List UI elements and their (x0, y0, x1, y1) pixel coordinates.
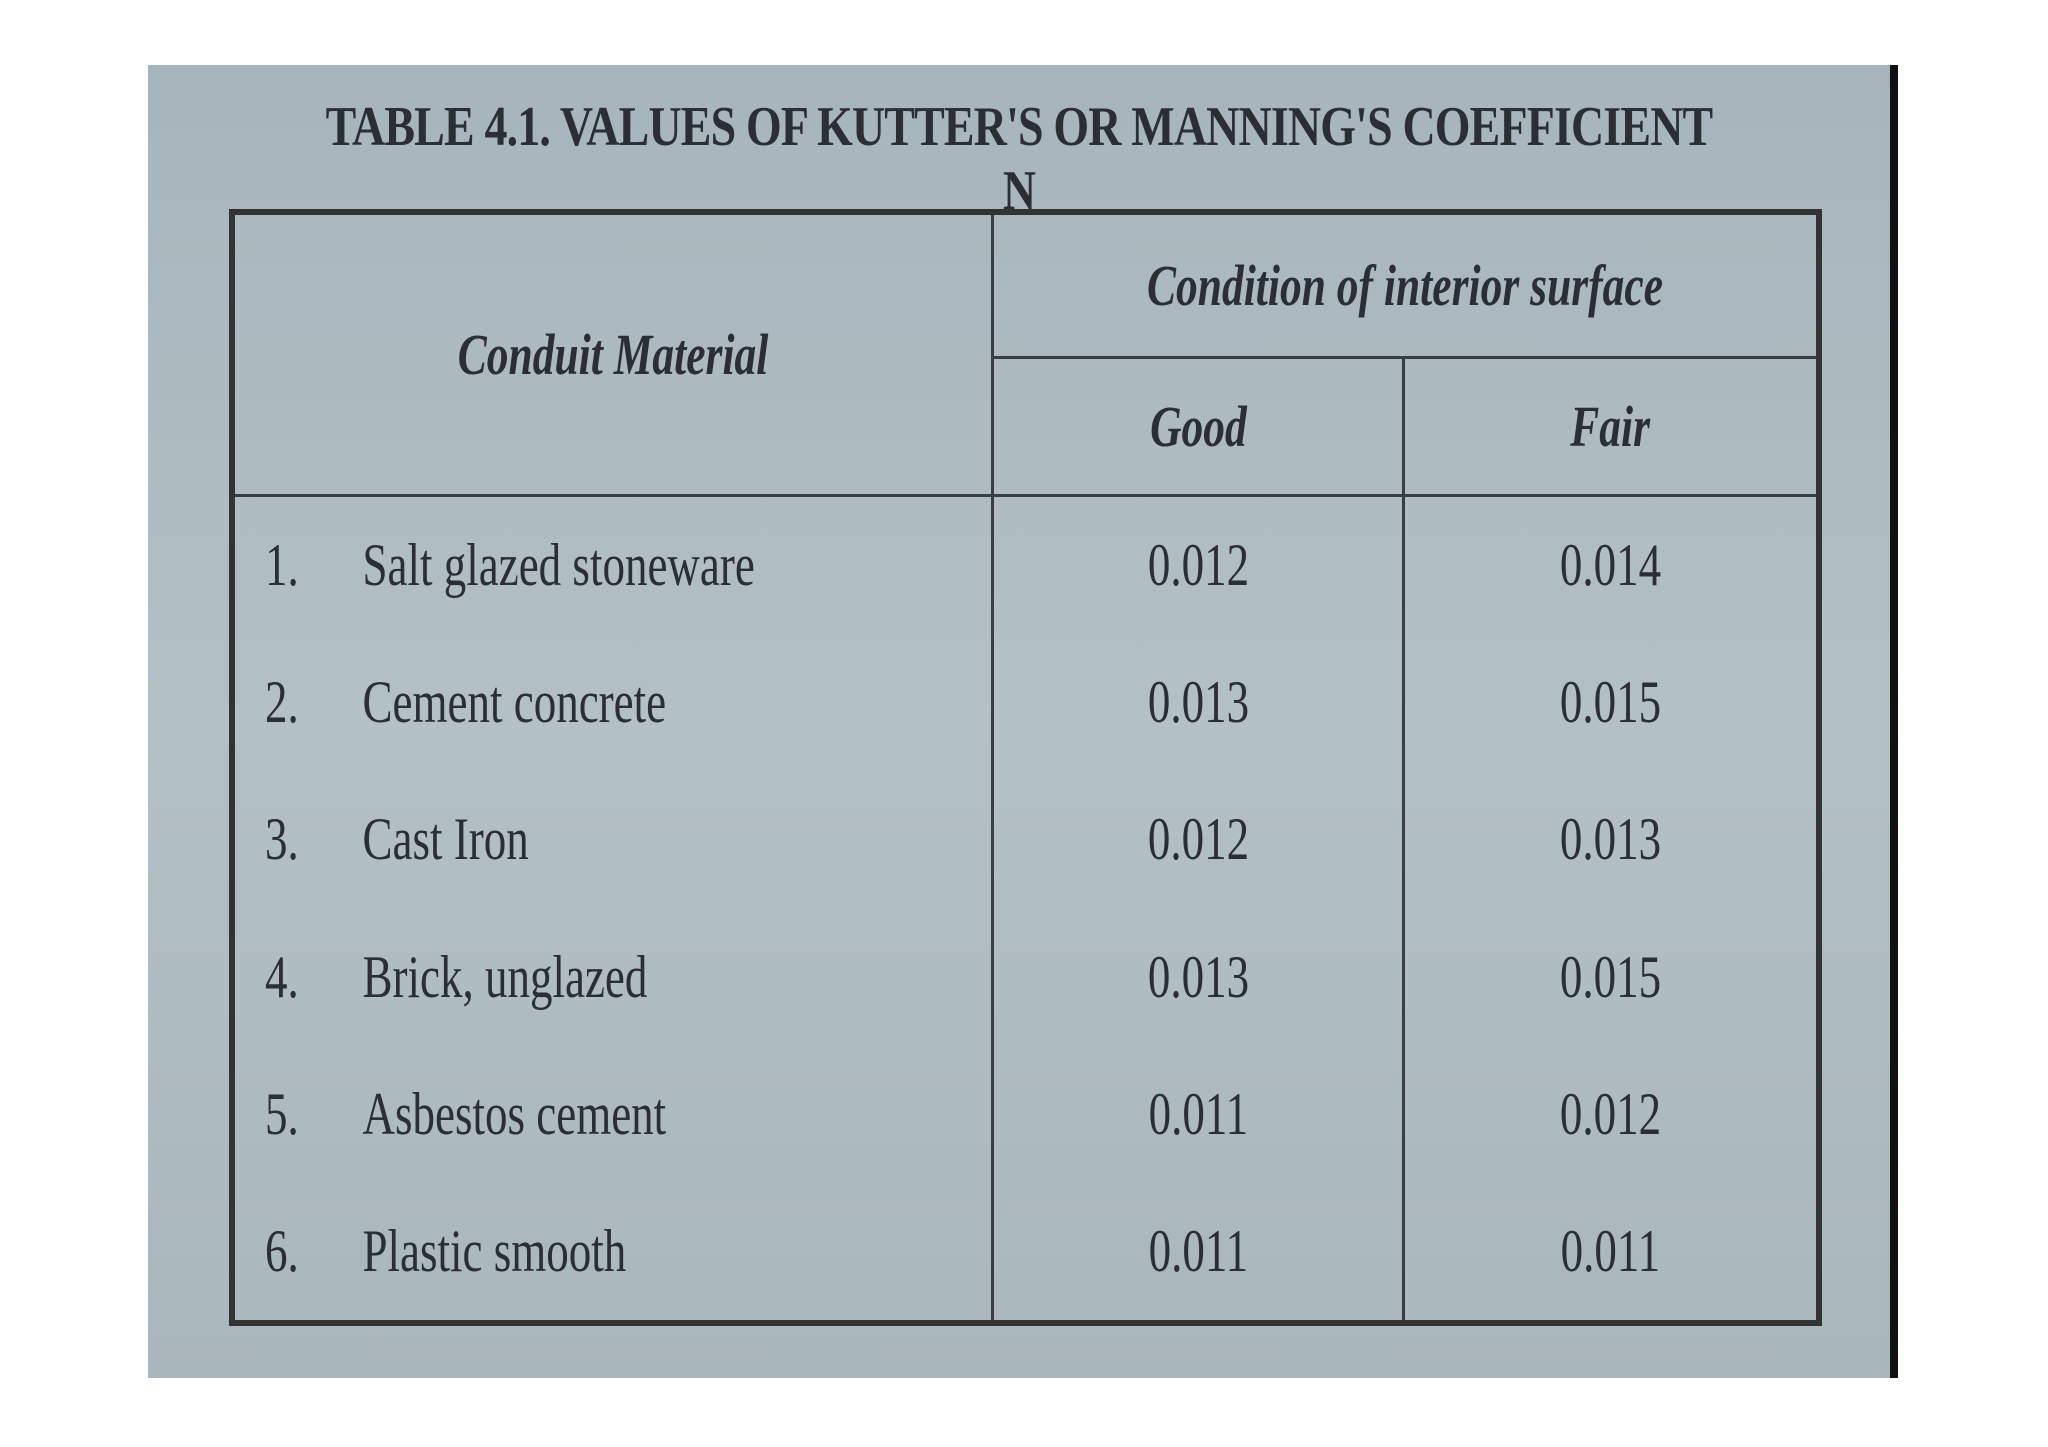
table-row: 1. Salt glazed stoneware 0.012 0.014 (230, 495, 1821, 635)
material-wrap: 4. Brick, unglazed (235, 943, 647, 1012)
table-body: 1. Salt glazed stoneware 0.012 0.014 2. Cemen… (230, 495, 1821, 1323)
good-cell: 0.013 (991, 908, 1405, 1046)
material-wrap: 2. Cement concrete (235, 668, 666, 737)
photo: TABLE 4.1. VALUES OF KUTTER'S OR MANNING… (148, 65, 1898, 1378)
material-cell: 1. Salt glazed stoneware (230, 495, 994, 635)
header-cell: Condition of interior surface (991, 210, 1821, 359)
material-wrap: 3. Cast Iron (235, 805, 529, 874)
fair-cell: 0.012 (1402, 1045, 1821, 1183)
good-cell: 0.011 (991, 1045, 1405, 1183)
coefficient: 0.015 (1559, 669, 1662, 736)
coefficient: 0.013 (1559, 806, 1662, 873)
header-text: Good (1149, 393, 1247, 459)
material-cell: 6. Plastic smooth (230, 1182, 994, 1323)
row-number: 3. (265, 806, 299, 873)
coefficient: 0.011 (1148, 1217, 1248, 1284)
header-row: Good Fair (232, 355, 1821, 497)
material-cell: 5. Asbestos cement (230, 1045, 994, 1183)
row-number: 5. (265, 1080, 299, 1147)
coefficient-table: Conduit Material Condition of interior s… (229, 209, 1822, 1326)
material-wrap: 6. Plastic smooth (235, 1217, 626, 1286)
fair-cell: 0.015 (1402, 908, 1821, 1046)
table-row: 6. Plastic smooth 0.011 0.011 (230, 1182, 1821, 1323)
good-cell: 0.012 (991, 495, 1405, 635)
fair-cell: 0.013 (1402, 771, 1821, 909)
header-text: Conduit Material (457, 321, 769, 387)
material-wrap: 5. Asbestos cement (235, 1080, 666, 1149)
coefficient: 0.015 (1559, 943, 1662, 1010)
material-wrap: 1. Salt glazed stoneware (235, 531, 755, 600)
good-cell: 0.012 (991, 771, 1405, 909)
header-row: Conduit Material Condition of interior s… (230, 210, 1821, 497)
coefficient: 0.012 (1147, 806, 1249, 873)
material-cell: 2. Cement concrete (230, 634, 994, 772)
header-text: Condition of interior surface (1146, 252, 1664, 318)
material-name: Plastic smooth (362, 1217, 627, 1284)
row-number: 2. (265, 669, 299, 736)
coefficient: 0.011 (1148, 1080, 1248, 1147)
fair-cell: 0.011 (1402, 1182, 1821, 1323)
table-row: 5. Asbestos cement 0.011 0.012 (230, 1045, 1821, 1183)
coefficient: 0.011 (1560, 1217, 1661, 1284)
coefficient: 0.014 (1559, 532, 1662, 598)
header-cell: Conduit Material (230, 210, 994, 497)
coefficient: 0.013 (1147, 669, 1249, 736)
material-name: Asbestos cement (362, 1080, 667, 1147)
row-number: 1. (265, 532, 299, 598)
material-cell: 4. Brick, unglazed (230, 908, 994, 1046)
header-cell: Fair (1402, 355, 1821, 497)
table-row: 2. Cement concrete 0.013 0.015 (230, 634, 1821, 772)
fair-cell: 0.015 (1402, 634, 1821, 772)
row-number: 4. (265, 943, 299, 1010)
material-name: Cast Iron (362, 806, 529, 873)
good-cell: 0.011 (991, 1182, 1405, 1323)
row-number: 6. (265, 1217, 299, 1284)
header-text: Fair (1570, 393, 1651, 459)
material-name: Salt glazed stoneware (362, 532, 755, 598)
fair-cell: 0.014 (1402, 495, 1821, 635)
coefficient: 0.013 (1147, 943, 1249, 1010)
header-cell: Good (991, 355, 1405, 497)
coefficient: 0.012 (1559, 1080, 1662, 1147)
good-cell: 0.013 (991, 634, 1405, 772)
table-row: 3. Cast Iron 0.012 0.013 (230, 771, 1821, 909)
material-name: Brick, unglazed (362, 943, 648, 1010)
material-name: Cement concrete (362, 669, 667, 736)
coefficient: 0.012 (1147, 532, 1249, 598)
table-row: 4. Brick, unglazed 0.013 0.015 (230, 908, 1821, 1046)
material-cell: 3. Cast Iron (230, 771, 994, 909)
table-title: TABLE 4.1. VALUES OF KUTTER'S OR MANNING… (325, 96, 1714, 222)
